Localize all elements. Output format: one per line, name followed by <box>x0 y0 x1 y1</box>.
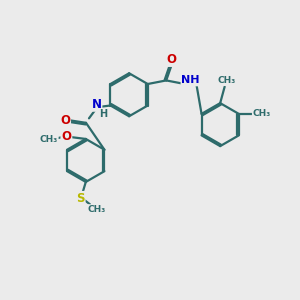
Text: CH₃: CH₃ <box>253 110 271 118</box>
Text: O: O <box>167 53 177 66</box>
Text: H: H <box>99 109 107 119</box>
Text: N: N <box>92 98 101 111</box>
Text: CH₃: CH₃ <box>217 76 235 85</box>
Text: S: S <box>76 192 85 205</box>
Text: O: O <box>61 130 71 143</box>
Text: CH₃: CH₃ <box>87 205 106 214</box>
Text: O: O <box>60 114 70 127</box>
Text: CH₃: CH₃ <box>40 135 58 144</box>
Text: NH: NH <box>182 75 200 85</box>
